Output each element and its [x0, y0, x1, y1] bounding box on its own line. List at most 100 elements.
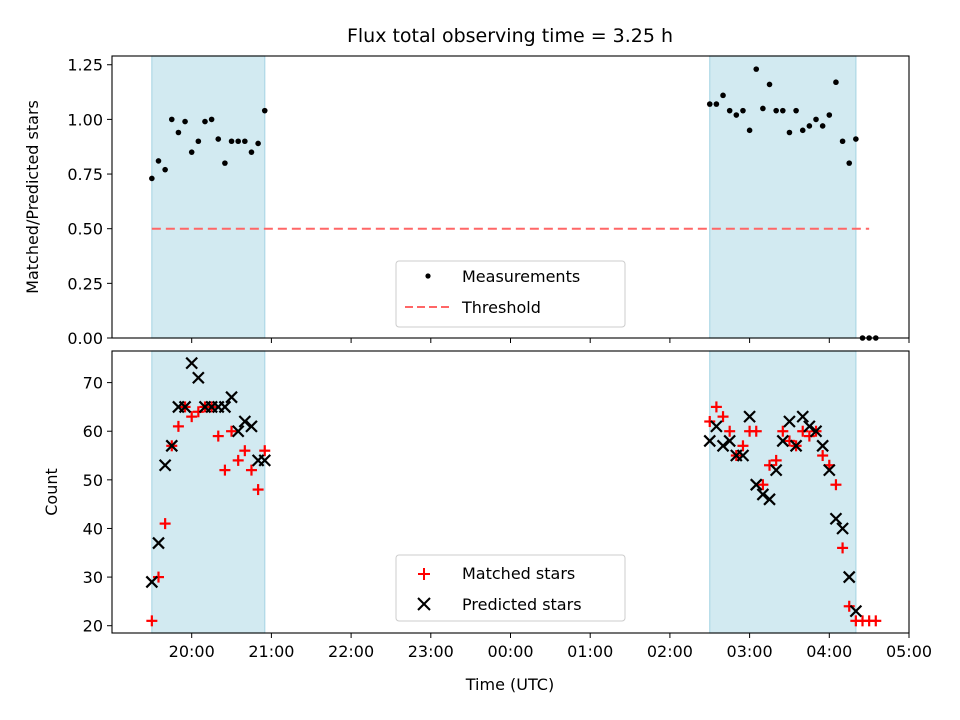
ratio-panel-frame	[111, 55, 910, 339]
predicted-star-point	[836, 522, 849, 535]
count-panel-frame	[111, 350, 910, 634]
ratio-observing-window-2	[709, 55, 857, 339]
matched-star-point	[252, 484, 264, 496]
measurement-point	[806, 123, 813, 129]
matched-star-point	[232, 454, 244, 466]
measurement-point	[235, 138, 241, 145]
x-tick-label: 21:00	[248, 642, 294, 661]
measurement-point	[833, 79, 839, 86]
predicted-star-point	[710, 420, 723, 433]
matched-star-point	[817, 450, 829, 462]
predicted-star-point	[816, 439, 829, 453]
measurement-point	[766, 81, 773, 88]
matched-star-point	[830, 479, 842, 491]
ratio-panel: 0.00 0.25 0.50 0.75 1.00 1.25 Matched/Predict…	[23, 55, 910, 348]
matched-star-point	[710, 401, 722, 413]
predicted-star-point	[769, 463, 783, 477]
measurement-point	[188, 149, 195, 155]
matched-star-point	[186, 411, 198, 423]
measurement-point	[149, 175, 155, 182]
ratio-y-tick-label: 1.25	[67, 56, 103, 75]
predicted-star-point	[165, 439, 179, 453]
x-tick-label: 20:00	[169, 642, 215, 661]
predicted-star-point	[823, 463, 836, 477]
measurement-point	[773, 107, 779, 114]
predicted-star-point	[776, 434, 790, 448]
predicted-star-point	[723, 434, 736, 448]
x-tick-label: 00:00	[487, 642, 533, 661]
measurement-point	[733, 112, 740, 118]
x-tick-label: 04:00	[806, 642, 852, 661]
legend-measurements-marker	[425, 273, 431, 279]
matched-star-point	[764, 459, 776, 471]
measurement-point	[195, 138, 202, 145]
matched-star-point	[172, 420, 184, 432]
matched-star-point	[737, 440, 749, 452]
matched-star-point	[717, 411, 729, 423]
measurement-point	[162, 166, 168, 173]
measurement-point	[242, 138, 248, 145]
measurement-point	[175, 129, 182, 136]
measurement-point	[261, 107, 268, 114]
measurement-point	[746, 127, 753, 134]
predicted-star-point	[809, 424, 823, 438]
predicted-star-point	[829, 512, 843, 526]
count-y-tick-label: 50	[83, 471, 103, 490]
count-observing-window-1	[151, 350, 266, 634]
matched-star-point	[870, 615, 882, 627]
measurement-point	[780, 107, 786, 114]
predicted-star-point	[796, 410, 810, 423]
measurement-point	[740, 107, 746, 114]
predicted-star-point	[218, 400, 232, 414]
matched-star-point	[159, 518, 171, 530]
measurement-point	[760, 105, 766, 112]
measurement-point	[215, 136, 222, 142]
ratio-observing-window-1	[151, 55, 266, 339]
matched-star-point	[797, 425, 809, 437]
measurement-point	[813, 116, 819, 123]
count-y-tick-label: 60	[83, 422, 103, 441]
matched-star-point	[777, 425, 789, 437]
measurement-point	[182, 118, 188, 125]
legend-matched-label: Matched stars	[462, 564, 575, 583]
matched-star-point	[750, 425, 762, 437]
legend-matched-marker	[418, 568, 430, 580]
predicted-star-point	[789, 439, 803, 453]
measurement-point	[826, 112, 833, 118]
predicted-star-point	[803, 420, 816, 433]
measurement-point	[255, 140, 261, 147]
measurement-point	[839, 138, 846, 145]
count-y-axis-label: Count	[42, 468, 61, 516]
x-tick-label: 02:00	[647, 642, 693, 661]
matched-star-point	[219, 464, 231, 476]
measurement-point	[168, 116, 175, 123]
x-tick-label: 22:00	[328, 642, 374, 661]
ratio-y-tick-label: 0.00	[67, 329, 103, 348]
predicted-star-point	[225, 390, 238, 404]
measurement-point	[248, 149, 255, 155]
predicted-star-point	[736, 449, 750, 462]
count-panel: 20 30 40 50 60 70 20:00 21:00 22:00 23:00 00:00 01…	[42, 350, 932, 661]
count-y-tick-label: 70	[83, 374, 103, 393]
predicted-star-point	[743, 410, 756, 423]
count-y-tick-label: 30	[83, 568, 103, 587]
measurement-point	[726, 107, 733, 114]
measurement-point	[753, 66, 760, 72]
matched-star-point	[704, 416, 716, 427]
matched-star-point	[226, 425, 238, 437]
measurement-point	[819, 123, 826, 129]
predicted-star-point	[245, 420, 258, 433]
x-tick-label: 01:00	[567, 642, 613, 661]
legend-threshold-label: Threshold	[461, 298, 541, 317]
matched-star-point	[724, 425, 736, 437]
measurement-point	[799, 127, 806, 134]
x-tick-label: 05:00	[886, 642, 932, 661]
x-tick-label: 03:00	[727, 642, 773, 661]
matched-star-point	[837, 542, 849, 554]
measurement-point	[222, 160, 228, 166]
measurement-point	[793, 107, 799, 114]
predicted-star-point	[849, 604, 863, 618]
measurement-point	[202, 118, 208, 125]
predicted-star-point	[192, 371, 205, 385]
